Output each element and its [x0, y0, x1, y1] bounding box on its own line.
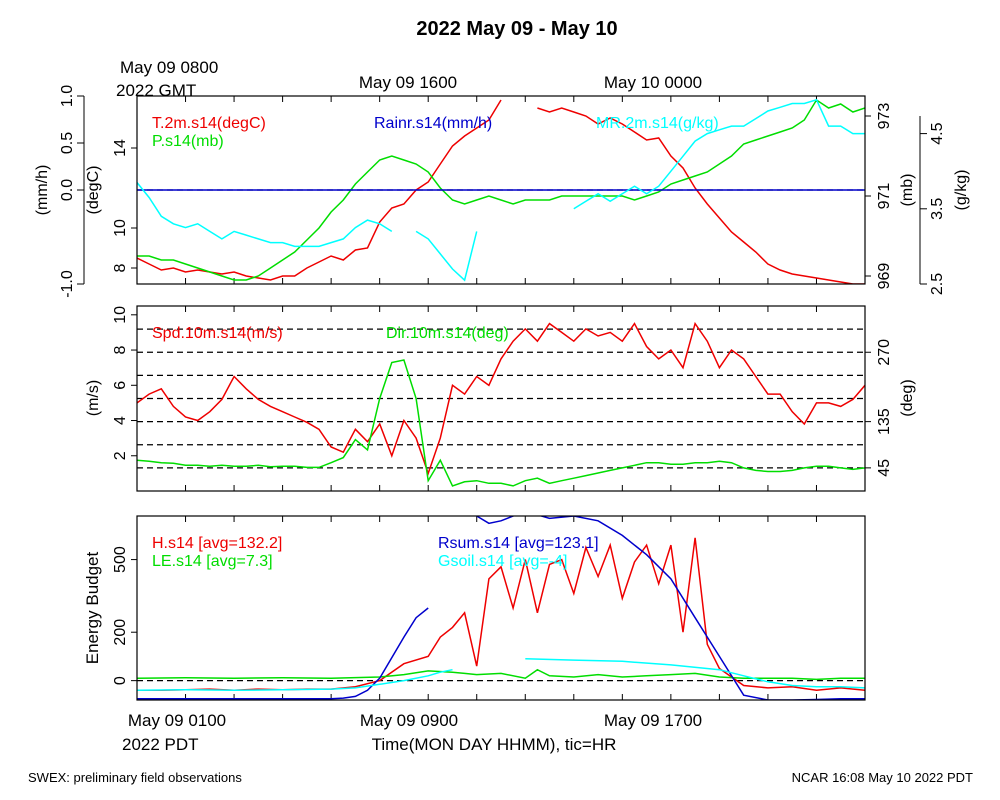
- top-label-gmt-1600: May 09 1600: [359, 73, 457, 92]
- legend-temperature: T.2m.s14(degC): [152, 115, 266, 132]
- footer-left: SWEX: preliminary field observations: [28, 770, 242, 785]
- direction-axis-label: (deg): [899, 379, 916, 416]
- legend-wind-speed: Spd.10m.s14(m/s): [152, 325, 283, 342]
- panel-2-series-1: [137, 359, 865, 487]
- speed-axis-tick-label: 6: [112, 381, 129, 390]
- pres-axis-tick-label: 969: [876, 263, 893, 290]
- legend-soil-heat: Gsoil.s14 [avg=-4]: [438, 553, 567, 570]
- direction-axis-tick-label: 135: [876, 408, 893, 435]
- legend-latent-heat: LE.s14 [avg=7.3]: [152, 553, 273, 570]
- legend-rainrate: Rainr.s14(mm/h): [374, 115, 492, 132]
- legend-sensible-heat: H.s14 [avg=132.2]: [152, 535, 282, 552]
- mr-axis-tick-label: 2.5: [929, 273, 946, 295]
- legend-wind-direction: Dir.10m.s14(deg): [386, 325, 509, 342]
- temp-axis-tick-label: 14: [112, 139, 129, 157]
- speed-axis-tick-label: 4: [112, 416, 129, 425]
- speed-axis-tick-label: 10: [112, 306, 129, 324]
- bottom-label-pdt-0100: May 09 0100: [128, 711, 226, 730]
- speed-axis-tick-label: 8: [112, 346, 129, 355]
- temp-axis-label: (degC): [85, 166, 102, 215]
- pres-axis-label: (mb): [899, 174, 916, 207]
- panel-1-series-0: [137, 99, 865, 284]
- mr-axis-tick-label: 4.5: [929, 122, 946, 144]
- panel-1-series-3: [137, 98, 865, 282]
- pres-axis-tick-label: 971: [876, 183, 893, 210]
- direction-axis-tick-label: 45: [876, 459, 893, 477]
- chart-title: 2022 May 09 - May 10: [416, 18, 617, 40]
- panel-3-frame: [136, 515, 866, 701]
- rain-axis-tick-label: 0.0: [59, 179, 76, 201]
- energy-axis-tick-label: 200: [112, 619, 129, 646]
- legend-mixing-ratio: MR.2m.s14(g/kg): [596, 115, 719, 132]
- legend-pressure: P.s14(mb): [152, 133, 224, 150]
- bottom-label-pdt-0900: May 09 0900: [360, 711, 458, 730]
- bottom-label-pdt-1700: May 09 1700: [604, 711, 702, 730]
- temp-axis-tick-label: 8: [112, 263, 129, 272]
- rain-axis-tick-label: -1.0: [59, 270, 76, 298]
- mr-axis-tick-label: 3.5: [929, 198, 946, 220]
- legend-net-radiation: Rsum.s14 [avg=123.1]: [438, 535, 599, 552]
- pres-axis-tick-label: 973: [876, 103, 893, 130]
- top-label-gmt-0000: May 10 0000: [604, 73, 702, 92]
- speed-axis-tick-label: 2: [112, 451, 129, 460]
- panel-3-series-3: [137, 658, 865, 692]
- rain-axis-tick-label: 1.0: [59, 85, 76, 107]
- speed-axis-label: (m/s): [85, 380, 102, 416]
- energy-axis-tick-label: 500: [112, 546, 129, 573]
- top-label-gmt-year: 2022 GMT: [116, 81, 196, 100]
- footer-right: NCAR 16:08 May 10 2022 PDT: [792, 770, 973, 785]
- panel-1-frame: [136, 95, 866, 285]
- direction-axis-tick-label: 270: [876, 339, 893, 366]
- rain-axis-tick-label: 0.5: [59, 132, 76, 154]
- top-label-gmt-0800: May 09 0800: [120, 58, 218, 77]
- panel-1-series-1: [137, 98, 865, 281]
- bottom-label-pdt-year: 2022 PDT: [122, 735, 199, 754]
- x-axis-title: Time(MON DAY HHMM), tic=HR: [372, 735, 617, 754]
- panel-2-series-0: [137, 321, 865, 476]
- temp-axis-tick-label: 10: [112, 219, 129, 237]
- rain-axis-label: (mm/h): [34, 165, 51, 216]
- mr-axis-label: (g/kg): [953, 170, 970, 211]
- energy-axis-label: Energy Budget: [83, 551, 102, 664]
- chart-panels: -1.0 0.0 0.5 1.0 (mm/h) 8 10 14 (degC) 969 971 973 (…: [34, 85, 970, 701]
- panel-3-series-1: [137, 668, 865, 681]
- energy-axis-tick-label: 0: [112, 676, 129, 685]
- panel-2-frame: [136, 305, 866, 492]
